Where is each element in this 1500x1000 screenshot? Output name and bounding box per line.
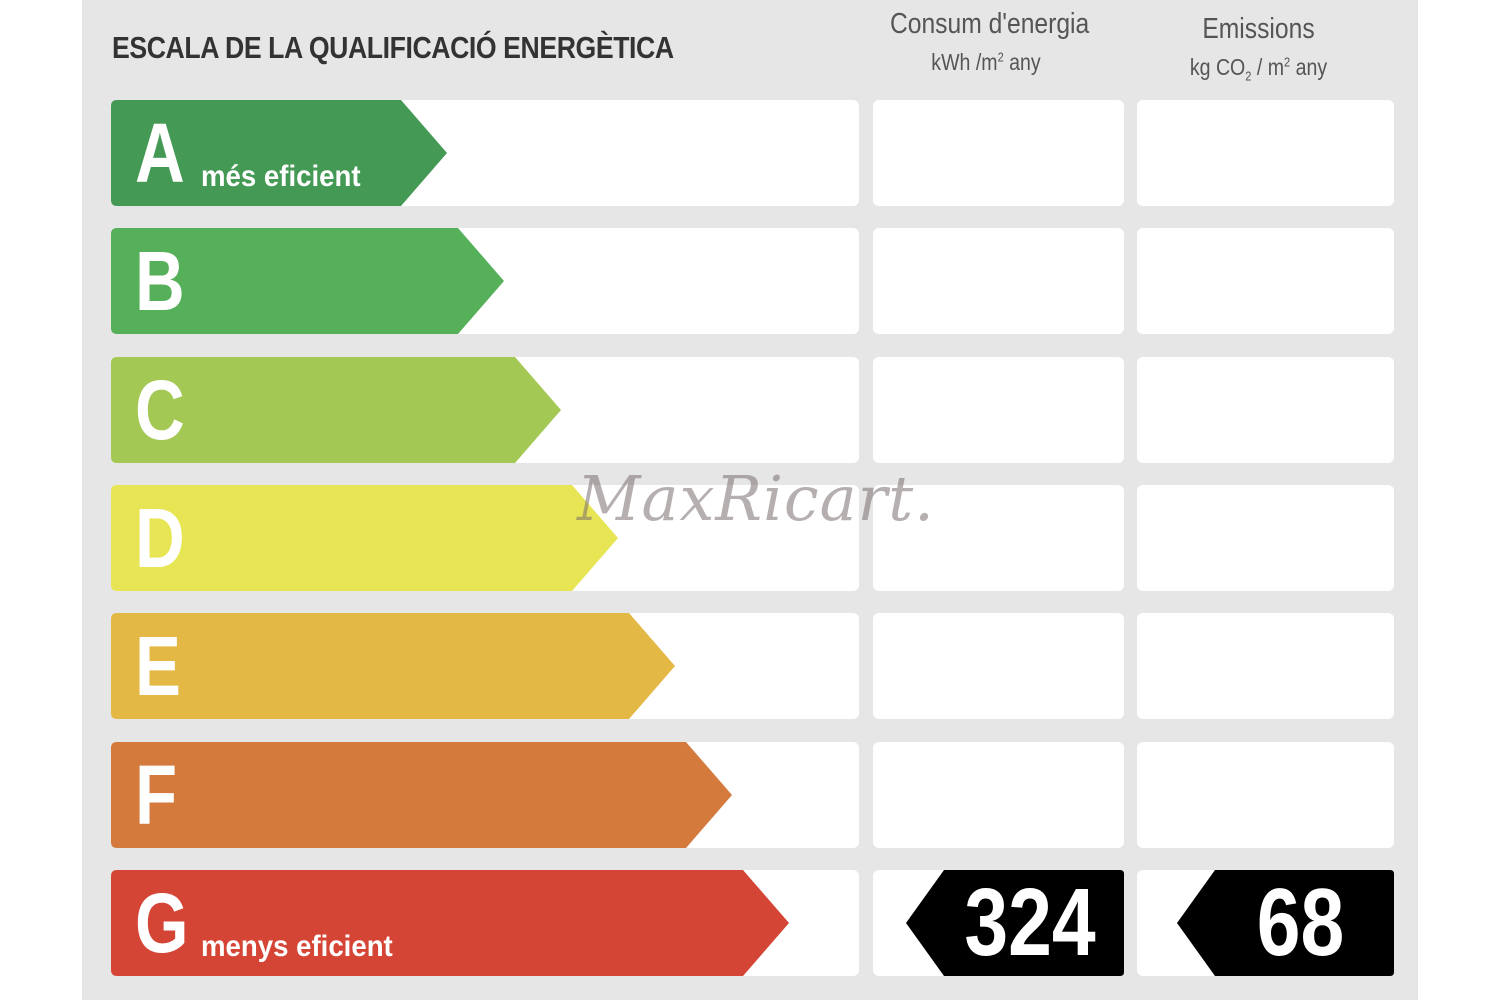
row-cell-consum-c [873, 357, 1124, 463]
watermark-logo: MaxRicart. [577, 462, 935, 535]
row-cell-emis-d [1137, 485, 1394, 591]
rating-value: 324 [964, 869, 1096, 976]
class-letter: G [135, 876, 189, 970]
column-header-emissions: Emissions kg CO2 / m2 any [1137, 13, 1380, 84]
row-cell-consum-f [873, 742, 1124, 848]
row-cell-consum-d [873, 485, 1124, 591]
class-letter: A [135, 106, 185, 200]
page-title: ESCALA DE LA QUALIFICACIÓ ENERGÈTICA [112, 30, 674, 65]
column-header-consum: Consum d'energia kWh /m2 any [873, 8, 1099, 76]
consum-title: Consum d'energia [889, 8, 1090, 40]
class-arrow-b: B [111, 228, 506, 334]
row-cell-emis-b [1137, 228, 1394, 334]
row-cell-consum-a [873, 100, 1124, 206]
class-description: menys eficient [201, 930, 393, 963]
class-arrow-f: F [111, 742, 734, 848]
row-cell-consum-e [873, 613, 1124, 719]
consum-unit: kWh /m2 any [931, 49, 1041, 75]
row-cell-consum-b [873, 228, 1124, 334]
class-letter: F [135, 748, 178, 842]
emissions-value-tag: 68 [1177, 870, 1394, 976]
class-arrow-e: E [111, 613, 677, 719]
row-cell-emis-a [1137, 100, 1394, 206]
row-cell-emis-e [1137, 613, 1394, 719]
row-cell-emis-f [1137, 742, 1394, 848]
class-arrow-d: D [111, 485, 620, 591]
consum-value-tag: 324 [906, 870, 1124, 976]
emissions-title: Emissions [1202, 13, 1315, 45]
row-cell-emis-c [1137, 357, 1394, 463]
class-letter: D [135, 491, 185, 585]
class-letter: C [135, 363, 185, 457]
class-description: més eficient [201, 160, 361, 193]
emissions-unit: kg CO2 / m2 any [1189, 54, 1328, 84]
class-arrow-c: C [111, 357, 563, 463]
rating-value: 68 [1256, 869, 1345, 976]
class-letter: B [135, 234, 185, 328]
class-letter: E [135, 619, 181, 713]
